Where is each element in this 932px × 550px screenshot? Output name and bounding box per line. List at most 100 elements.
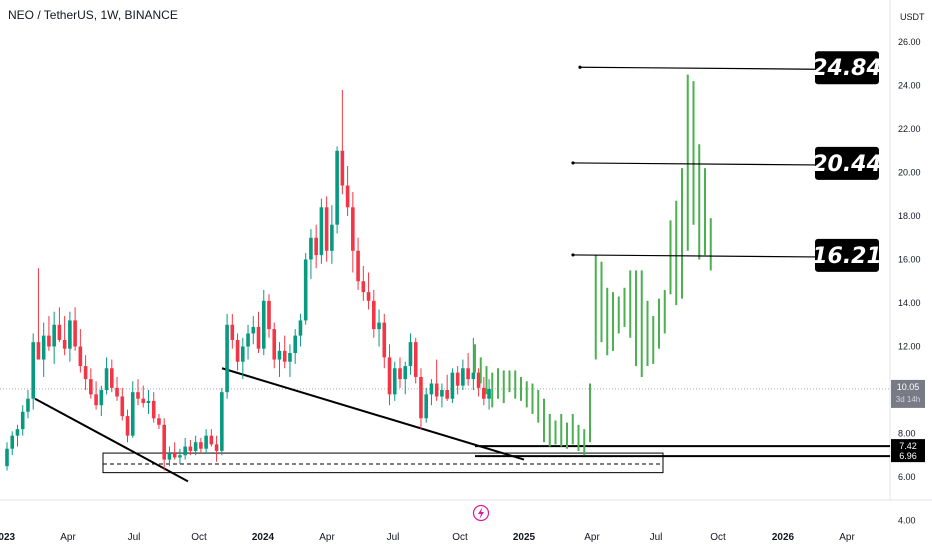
candle-body[interactable] (241, 346, 245, 362)
candle-body[interactable] (89, 379, 93, 395)
candle-body[interactable] (282, 350, 287, 362)
candle-body[interactable] (83, 366, 88, 380)
candle-body[interactable] (340, 150, 345, 186)
candle-body[interactable] (476, 372, 481, 388)
candle-body[interactable] (157, 418, 161, 425)
candle-body[interactable] (15, 429, 20, 436)
candle-body[interactable] (20, 411, 25, 430)
candle-body[interactable] (172, 453, 177, 458)
target-line[interactable] (579, 66, 816, 70)
candle-body[interactable] (356, 250, 360, 282)
candle-body[interactable] (387, 357, 392, 395)
candle-body[interactable] (251, 326, 256, 334)
candle-body[interactable] (235, 339, 240, 362)
candle-body[interactable] (272, 329, 277, 360)
candle-body[interactable] (403, 366, 408, 380)
candle-body[interactable] (209, 435, 214, 445)
candle-body[interactable] (330, 224, 334, 251)
candle-body[interactable] (366, 292, 371, 301)
candle-body[interactable] (188, 446, 193, 451)
candle-body[interactable] (419, 376, 423, 419)
candle-body[interactable] (392, 368, 397, 395)
candle-body[interactable] (151, 400, 156, 419)
candle-body[interactable] (115, 387, 119, 397)
target-line[interactable] (572, 162, 816, 166)
candle-body[interactable] (125, 416, 130, 436)
candle-body[interactable] (26, 398, 30, 412)
candle-body[interactable] (94, 394, 98, 406)
candle-body[interactable] (41, 335, 46, 360)
candle-body[interactable] (267, 300, 271, 330)
candle-body[interactable] (130, 392, 135, 436)
candle-body[interactable] (183, 446, 187, 456)
candle-body[interactable] (230, 324, 235, 340)
candle-body[interactable] (78, 346, 83, 367)
candle-body[interactable] (382, 322, 387, 358)
candle-body[interactable] (68, 320, 72, 349)
candle-body[interactable] (461, 368, 465, 386)
candle-body[interactable] (261, 300, 266, 349)
lightning-icon[interactable] (472, 504, 490, 522)
candle-body[interactable] (319, 207, 324, 256)
candle-body[interactable] (167, 453, 172, 460)
candle-body[interactable] (204, 435, 208, 449)
candle-body[interactable] (440, 390, 444, 397)
candle-body[interactable] (141, 398, 146, 404)
candle-body[interactable] (288, 353, 292, 362)
candle-body[interactable] (455, 372, 460, 386)
candle-body[interactable] (73, 320, 77, 347)
candle-body[interactable] (293, 335, 297, 354)
candle-body[interactable] (193, 442, 198, 451)
candle-body[interactable] (487, 388, 491, 399)
trend-line-2[interactable] (221, 367, 525, 461)
candle-body[interactable] (445, 390, 449, 399)
candle-body[interactable] (99, 390, 104, 406)
candle-body[interactable] (199, 442, 203, 449)
candle-body[interactable] (450, 372, 455, 399)
candle-body[interactable] (246, 333, 250, 347)
candle-body[interactable] (162, 424, 166, 460)
candle-body[interactable] (345, 185, 350, 208)
candle-body[interactable] (256, 326, 261, 349)
candle-body[interactable] (298, 320, 303, 336)
candle-body[interactable] (324, 207, 329, 251)
candle-body[interactable] (52, 324, 56, 347)
candle-body[interactable] (10, 435, 15, 449)
candle-body[interactable] (309, 237, 313, 260)
candle-body[interactable] (408, 342, 413, 367)
candle-body[interactable] (178, 455, 182, 458)
candle-body[interactable] (120, 396, 125, 417)
candle-body[interactable] (413, 342, 418, 377)
candle-body[interactable] (424, 394, 428, 419)
candle-body[interactable] (57, 324, 62, 340)
candle-body[interactable] (214, 444, 219, 451)
candle-body[interactable] (31, 342, 35, 399)
candle-body[interactable] (361, 281, 366, 293)
candle-body[interactable] (314, 237, 318, 256)
candle-body[interactable] (434, 383, 439, 397)
candle-body[interactable] (372, 300, 376, 330)
candle-body[interactable] (377, 322, 381, 330)
candle-body[interactable] (277, 350, 282, 360)
candle-body[interactable] (303, 259, 308, 321)
candle-body[interactable] (482, 387, 486, 399)
candle-body[interactable] (398, 368, 402, 380)
trend-line-1[interactable] (34, 397, 189, 483)
candle-body[interactable] (429, 383, 434, 395)
candle-body[interactable] (220, 392, 224, 451)
candle-body[interactable] (5, 448, 9, 467)
candle-body[interactable] (62, 339, 67, 349)
candle-body[interactable] (225, 324, 229, 393)
candle-body[interactable] (47, 335, 51, 347)
candle-body[interactable] (335, 150, 339, 225)
candle-body[interactable] (104, 368, 109, 390)
candle-body[interactable] (136, 392, 140, 399)
target-line[interactable] (572, 254, 816, 258)
candle-body[interactable] (146, 400, 151, 404)
candle-body[interactable] (351, 207, 355, 251)
candle-body[interactable] (36, 342, 41, 360)
candle-body[interactable] (466, 368, 470, 380)
candle-body[interactable] (110, 368, 114, 388)
candle-body[interactable] (471, 372, 476, 380)
